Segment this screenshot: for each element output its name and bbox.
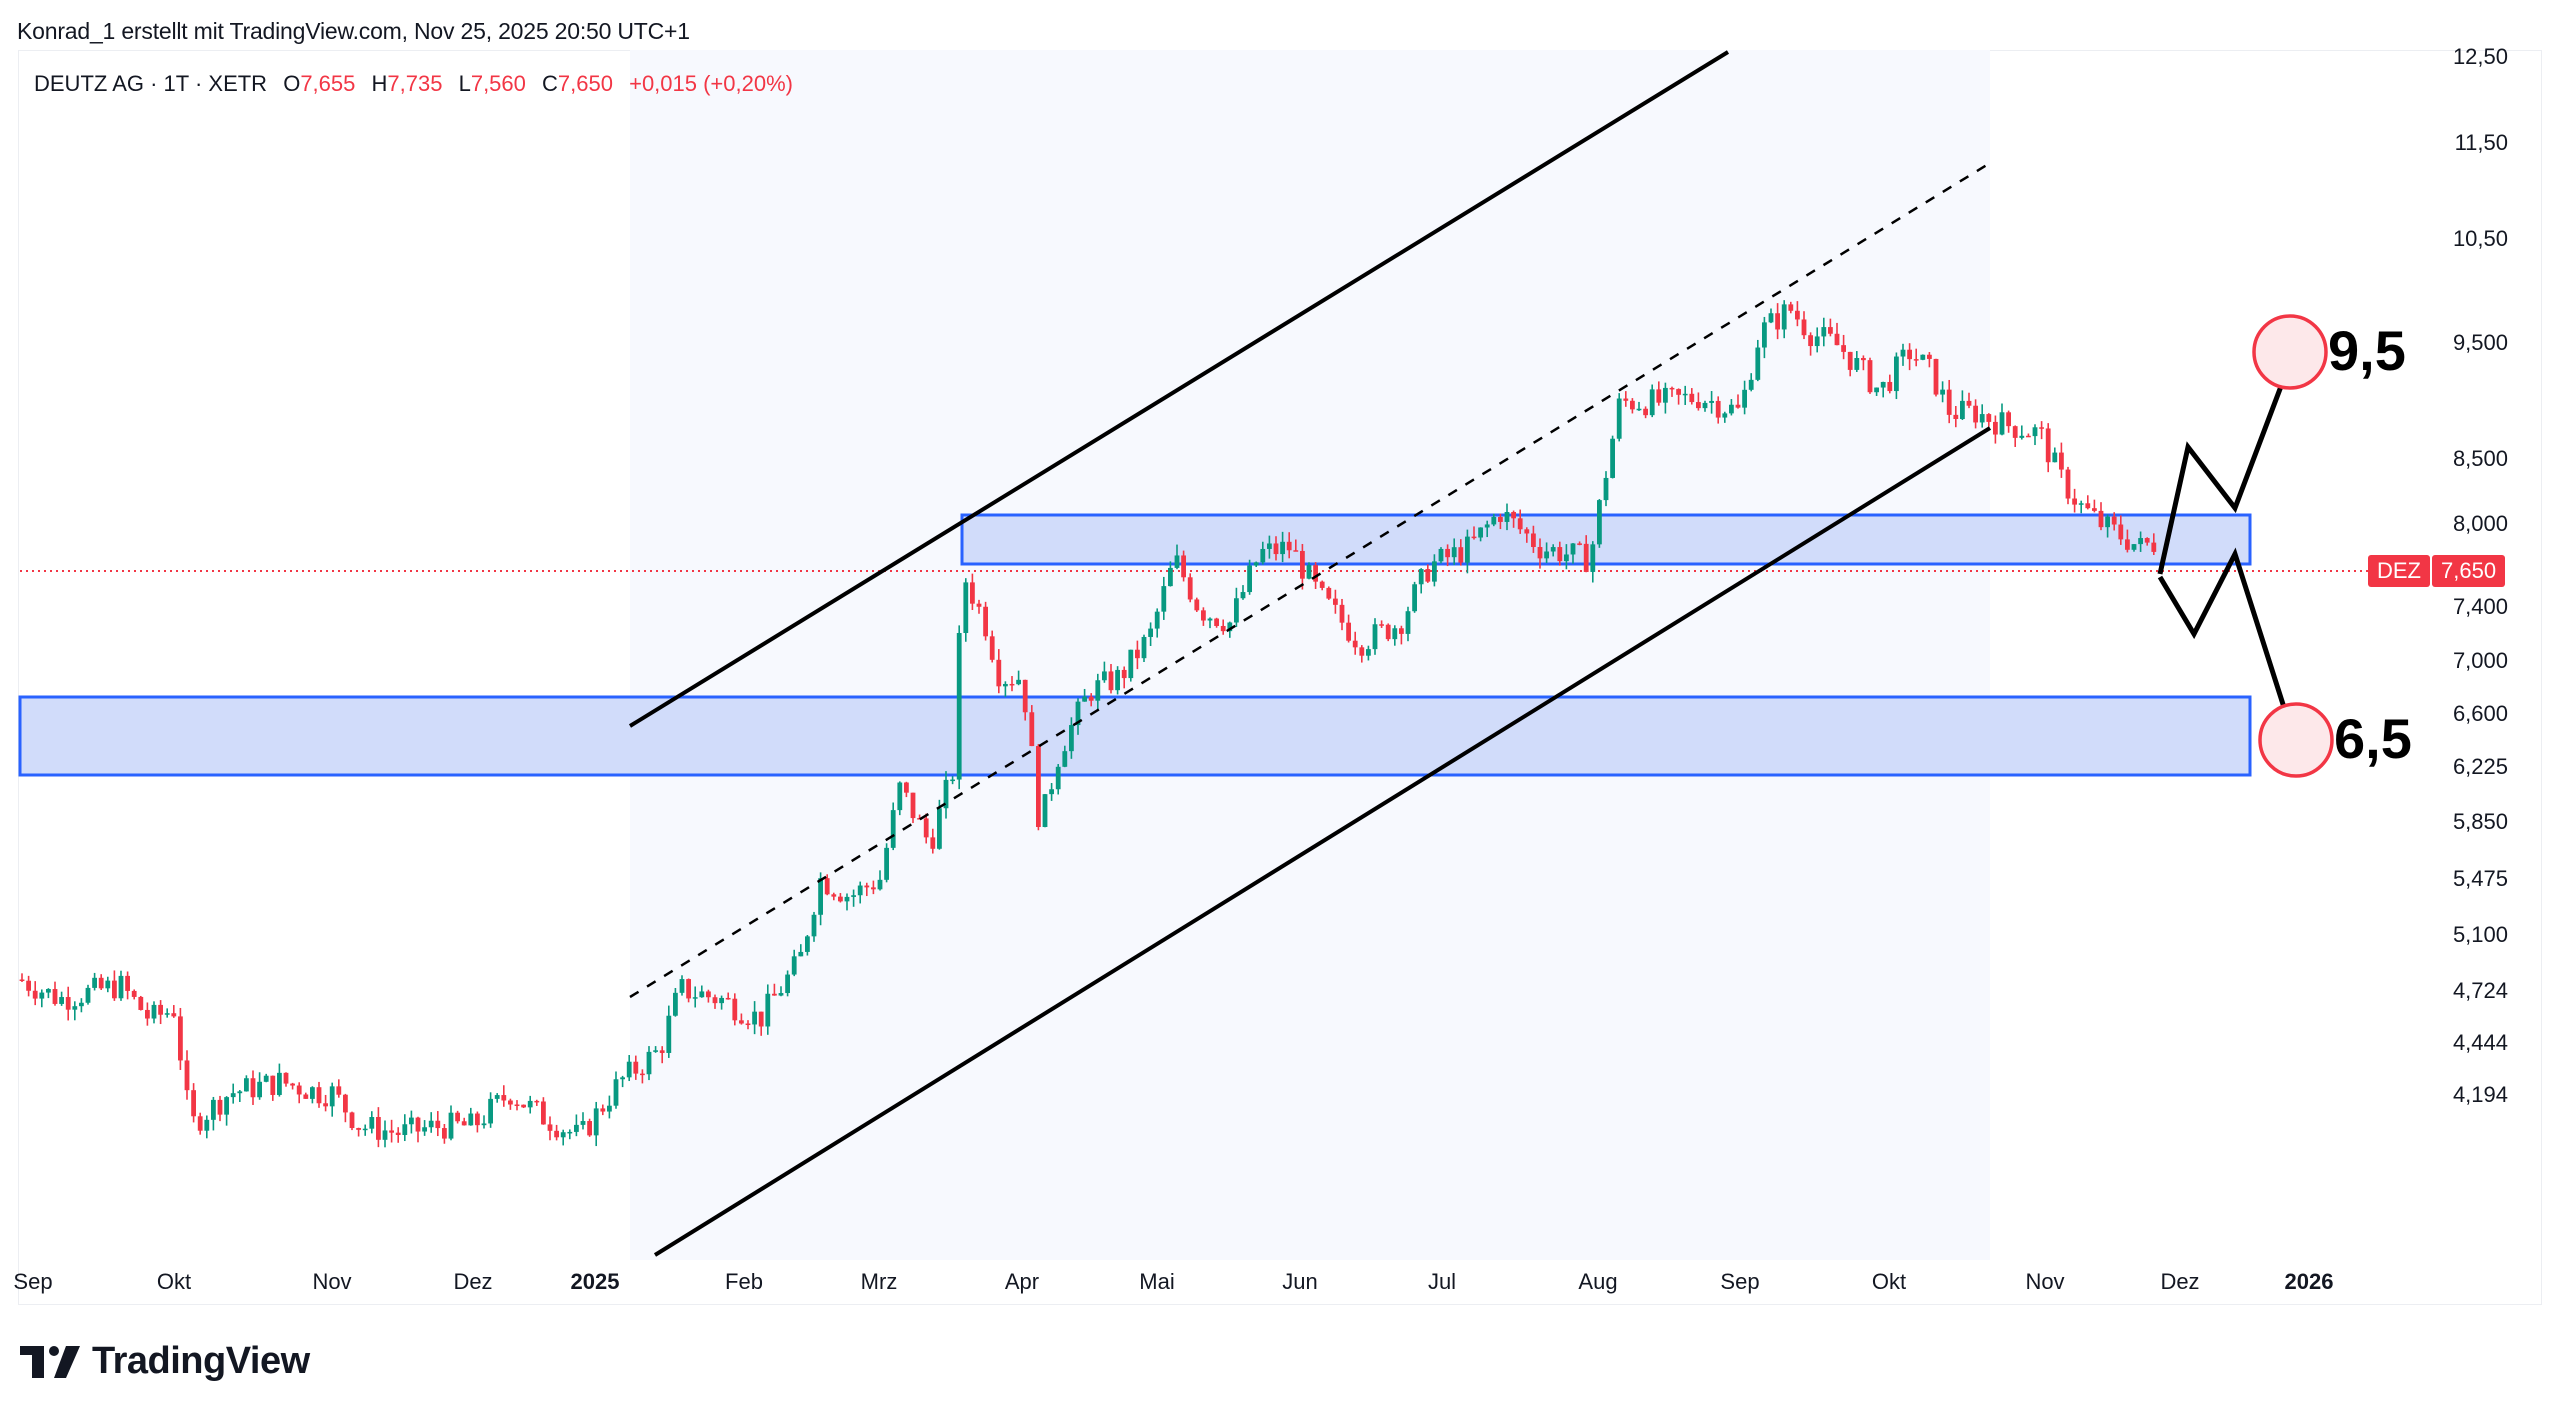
close-value: 7,650 — [557, 71, 613, 96]
current-price-badge: DEZ 7,650 — [2368, 555, 2506, 587]
upper-resistance-zone — [960, 513, 2252, 566]
price-tick-label: 4,444 — [2453, 1030, 2508, 1055]
candlesticks — [19, 300, 2157, 1148]
price-tick-label: 8,500 — [2453, 446, 2508, 471]
time-tick-label: Dez — [453, 1269, 492, 1294]
time-tick-label: 2026 — [2285, 1269, 2334, 1294]
price-tick-label: 5,475 — [2453, 866, 2508, 891]
price-tick-label: 7,000 — [2453, 648, 2508, 673]
change-value: +0,015 (+0,20%) — [629, 71, 793, 96]
price-tick-label: 12,50 — [2453, 44, 2508, 69]
time-tick-label: Mrz — [861, 1269, 898, 1294]
time-tick-label: Apr — [1005, 1269, 1039, 1294]
tradingview-logo[interactable]: TradingView — [20, 1340, 310, 1383]
low-value: 7,560 — [470, 71, 526, 96]
price-tick-label: 9,500 — [2453, 330, 2508, 355]
time-tick-label: Okt — [157, 1269, 191, 1294]
time-tick-label: Sep — [1720, 1269, 1759, 1294]
price-tick-label: 8,000 — [2453, 511, 2508, 536]
price-tick-label: 10,50 — [2453, 226, 2508, 251]
symbol-legend: DEUTZ AG · 1T · XETR O7,655 H7,735 L7,56… — [34, 71, 793, 97]
close-key: C — [542, 71, 558, 96]
time-tick-label: Nov — [312, 1269, 351, 1294]
tradingview-logo-icon — [20, 1345, 80, 1378]
price-tick-label: 11,50 — [2455, 130, 2508, 155]
target-up-circle — [2252, 314, 2328, 390]
low-key: L — [458, 71, 471, 96]
tradingview-logo-text: TradingView — [92, 1340, 310, 1382]
chart-attribution: Konrad_1 erstellt mit TradingView.com, N… — [17, 18, 690, 44]
time-tick-label: Dez — [2160, 1269, 2199, 1294]
time-tick-label: Jun — [1282, 1269, 1317, 1294]
target-down-circle — [2258, 702, 2334, 778]
target-down-label: 6,5 — [2334, 707, 2412, 770]
price-tick-label: 7,400 — [2453, 594, 2508, 619]
bearish-projection-path — [2157, 547, 2299, 746]
price-badge-value: 7,650 — [2432, 555, 2506, 587]
price-tick-label: 4,194 — [2453, 1082, 2508, 1107]
time-tick-label: Jul — [1428, 1269, 1456, 1294]
time-axis[interactable]: Sep Okt Nov Dez 2025 Feb Mrz Apr Mai Jun Jul Aug Sep… — [13, 1269, 2333, 1294]
high-key: H — [371, 71, 388, 96]
price-tick-label: 4,724 — [2453, 978, 2508, 1003]
channel-upper-line — [628, 50, 1730, 728]
price-tick-label: 6,225 — [2453, 754, 2508, 779]
open-value: 7,655 — [300, 71, 356, 96]
time-tick-label: Mai — [1139, 1269, 1174, 1294]
symbol-name: DEUTZ AG · 1T · XETR — [34, 71, 268, 96]
time-tick-label: 2025 — [571, 1269, 620, 1294]
time-tick-label: Aug — [1578, 1269, 1617, 1294]
time-tick-label: Okt — [1872, 1269, 1906, 1294]
lower-support-zone — [18, 695, 2252, 777]
price-tick-label: 5,100 — [2453, 922, 2508, 947]
channel-lower-line — [653, 426, 1992, 1257]
target-up-label: 9,5 — [2328, 319, 2406, 382]
time-tick-label: Sep — [13, 1269, 52, 1294]
time-tick-label: Nov — [2025, 1269, 2064, 1294]
price-axis[interactable]: 12,50 11,50 10,50 9,500 8,500 8,000 7,400 7,000… — [2453, 44, 2508, 1107]
channel-background — [630, 50, 1990, 1260]
price-badge-symbol: DEZ — [2368, 555, 2430, 587]
time-tick-label: Feb — [725, 1269, 763, 1294]
price-tick-label: 5,850 — [2453, 809, 2508, 834]
price-tick-label: 6,600 — [2453, 701, 2508, 726]
channel-mid-line — [629, 161, 1991, 999]
bullish-projection-path — [2157, 343, 2300, 575]
open-key: O — [283, 71, 301, 96]
high-value: 7,735 — [387, 71, 443, 96]
